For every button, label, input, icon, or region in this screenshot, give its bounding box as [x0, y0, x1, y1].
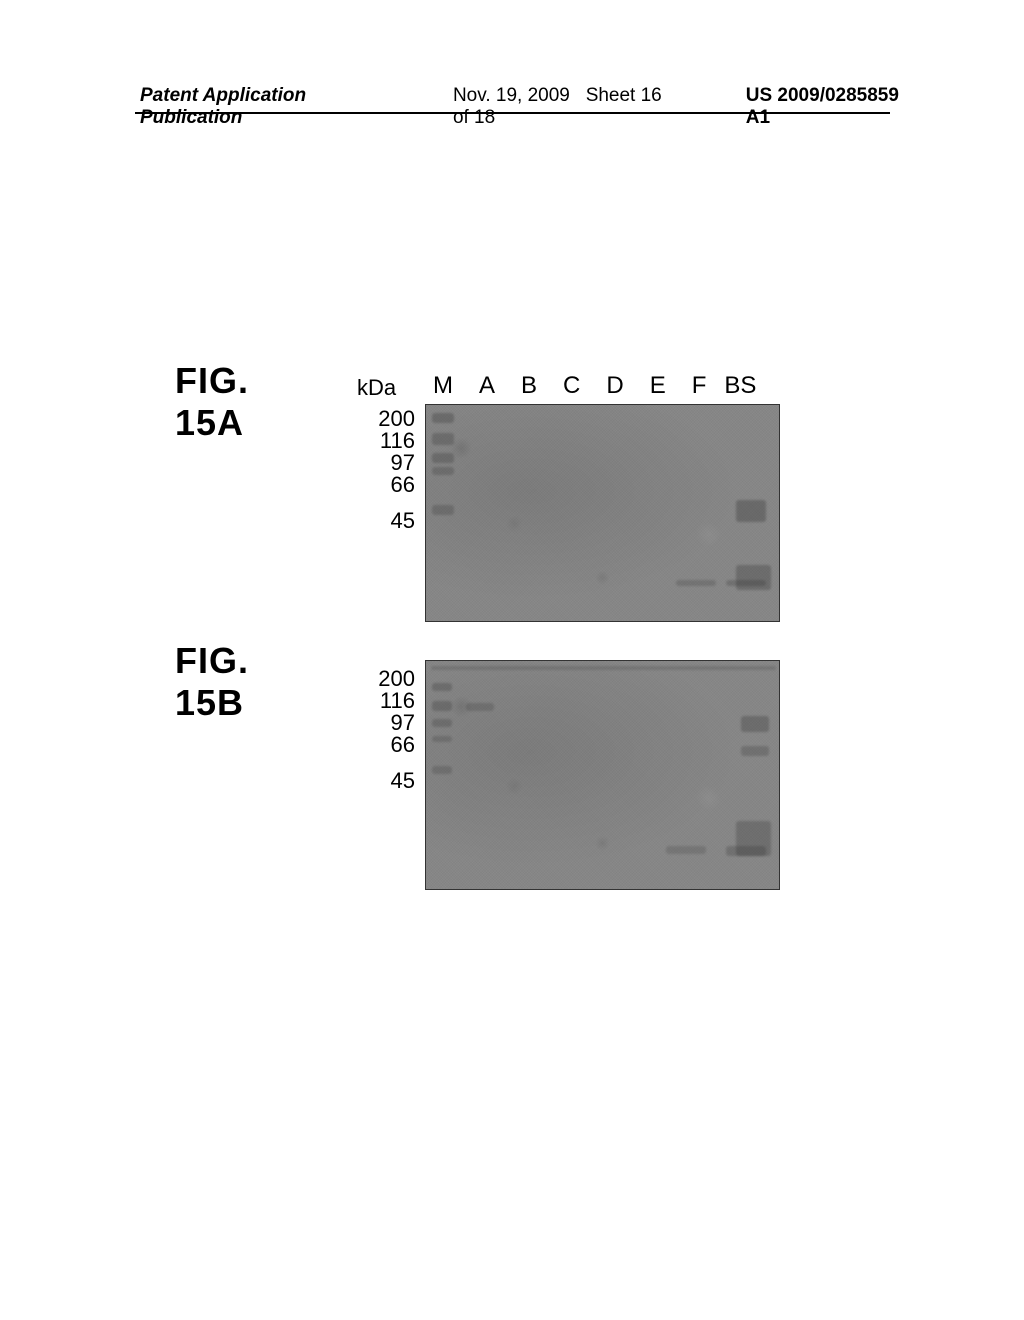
gel-image-b: [425, 660, 780, 890]
gel-surface-a: [426, 405, 779, 621]
gel-band: [432, 736, 452, 742]
publication-date: Nov. 19, 2009: [453, 85, 570, 106]
publication-type: Patent Application Publication: [140, 85, 378, 129]
gel-band: [432, 766, 452, 774]
gel-band: [432, 413, 454, 423]
lane-label: BS: [724, 372, 756, 400]
gel-band: [736, 565, 771, 590]
lane-label: M: [433, 372, 453, 400]
header-rule: [135, 112, 890, 114]
marker-value: 200: [347, 668, 415, 690]
lanes-header: M A B C D E F BS: [433, 372, 756, 400]
gel-band: [432, 719, 452, 727]
gel-band: [466, 703, 494, 711]
figure-15a-label: FIG. 15A: [175, 360, 249, 444]
gel-band: [736, 500, 766, 522]
gel-band: [432, 453, 454, 463]
gel-band: [432, 467, 454, 475]
marker-value: 97: [347, 712, 415, 734]
marker-value: 66: [347, 474, 415, 496]
gel-band: [432, 701, 452, 711]
marker-value: 66: [347, 734, 415, 756]
gel-band: [741, 716, 769, 732]
lane-label: B: [521, 372, 537, 400]
marker-value: 45: [347, 510, 415, 532]
page-header: Patent Application Publication Nov. 19, …: [0, 85, 1024, 129]
gel-band: [666, 846, 706, 854]
lane-label: F: [692, 372, 707, 400]
gel-band: [741, 746, 769, 756]
molecular-weight-markers-b: 200 116 97 66 45: [347, 668, 415, 792]
lane-label: C: [563, 372, 580, 400]
gel-band: [432, 433, 454, 445]
marker-value: 116: [347, 690, 415, 712]
lane-label: A: [479, 372, 495, 400]
gel-band: [431, 666, 776, 670]
marker-value: 200: [347, 408, 415, 430]
publication-number: US 2009/0285859 A1: [746, 85, 904, 129]
figure-15b-label: FIG. 15B: [175, 640, 249, 724]
marker-value: 45: [347, 770, 415, 792]
publication-date-sheet: Nov. 19, 2009 Sheet 16 of 18: [453, 85, 676, 129]
gel-band: [432, 505, 454, 515]
gel-surface-b: [426, 661, 779, 889]
lane-label: E: [650, 372, 666, 400]
marker-value: 97: [347, 452, 415, 474]
lane-label: D: [606, 372, 623, 400]
gel-band: [432, 683, 452, 691]
gel-band: [736, 821, 771, 856]
gel-band: [676, 580, 716, 586]
gel-image-a: [425, 404, 780, 622]
marker-value: 116: [347, 430, 415, 452]
gel-texture: [426, 405, 779, 621]
molecular-weight-markers-a: 200 116 97 66 45: [347, 408, 415, 532]
kda-unit-label: kDa: [357, 375, 396, 401]
